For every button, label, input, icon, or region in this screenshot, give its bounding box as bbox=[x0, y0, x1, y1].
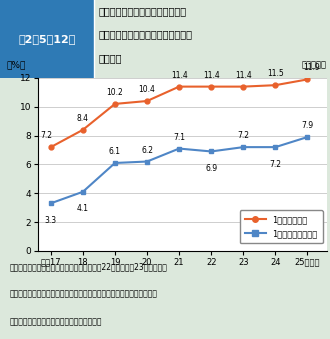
Text: 6.1: 6.1 bbox=[109, 147, 121, 156]
Text: 7.2: 7.2 bbox=[269, 160, 281, 168]
Text: 7.9: 7.9 bbox=[301, 121, 314, 130]
Text: 6.9: 6.9 bbox=[205, 164, 217, 173]
Text: 7.1: 7.1 bbox=[173, 133, 185, 142]
Text: 槻地区行政事務組合消防本部及び陸前高田市消防本部のデータ: 槻地区行政事務組合消防本部及び陸前高田市消防本部のデータ bbox=[10, 290, 158, 299]
Text: 7.2: 7.2 bbox=[41, 131, 52, 140]
Text: 11.4: 11.4 bbox=[171, 71, 187, 80]
Text: 6.2: 6.2 bbox=[141, 145, 153, 155]
Text: 11.9: 11.9 bbox=[303, 63, 320, 73]
Legend: 1ヵ月後生存率, 1ヵ月後社会復帰率: 1ヵ月後生存率, 1ヵ月後社会復帰率 bbox=[240, 210, 322, 243]
Text: （%）: （%） bbox=[7, 60, 26, 69]
Text: 8.4: 8.4 bbox=[77, 114, 89, 123]
Text: 10.4: 10.4 bbox=[139, 85, 155, 94]
Text: （各年中）: （各年中） bbox=[302, 60, 327, 69]
Text: 心原性かつ一般市民による目撃の: 心原性かつ一般市民による目撃の bbox=[99, 6, 187, 16]
Text: 11.4: 11.4 bbox=[203, 71, 219, 80]
Text: 10.2: 10.2 bbox=[107, 88, 123, 97]
Text: （備考）　東日本大震災の影響により、平成22年及び平成23年の釜石大: （備考） 東日本大震災の影響により、平成22年及び平成23年の釜石大 bbox=[10, 263, 168, 272]
Text: 4.1: 4.1 bbox=[77, 204, 89, 213]
Text: 11.4: 11.4 bbox=[235, 71, 252, 80]
Bar bbox=[0, 0, 94, 78]
Text: 7.2: 7.2 bbox=[237, 131, 249, 140]
Text: 刴2－5－12図: 刴2－5－12図 bbox=[18, 34, 76, 44]
Text: は除いた数値により集計している。: は除いた数値により集計している。 bbox=[10, 317, 102, 326]
Text: 会復帰率: 会復帰率 bbox=[99, 53, 122, 63]
Text: 3.3: 3.3 bbox=[45, 216, 57, 225]
Text: あった症例の１ヵ月後生存率及び社: あった症例の１ヵ月後生存率及び社 bbox=[99, 29, 193, 40]
Text: 11.5: 11.5 bbox=[267, 69, 284, 78]
